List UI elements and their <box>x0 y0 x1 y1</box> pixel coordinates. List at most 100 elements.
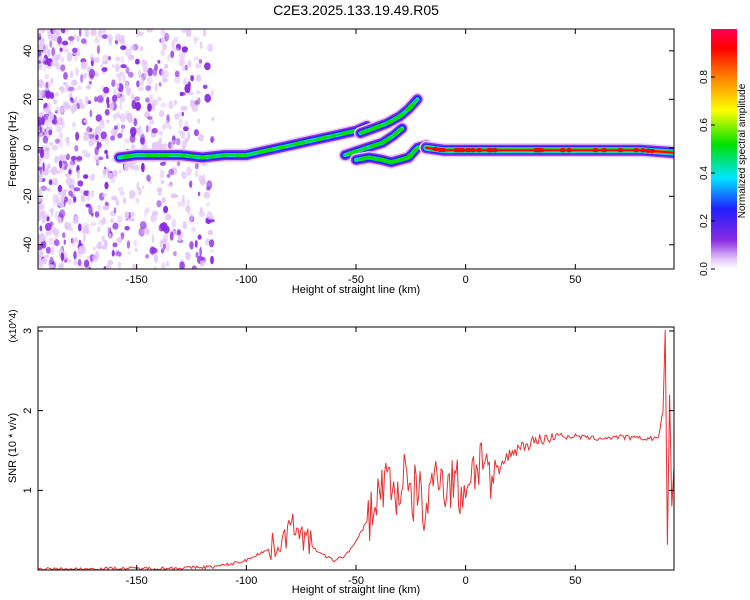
heatmap-speckle-cell <box>133 239 138 247</box>
heatmap-speckle-cell <box>140 137 145 145</box>
heatmap-speckle-cell <box>195 74 202 82</box>
heatmap-speckle-cell <box>77 51 81 57</box>
heatmap-speckle-cell <box>174 99 177 106</box>
heatmap-speckle-cell <box>59 47 63 52</box>
heatmap-speckle-cell <box>160 69 165 78</box>
heatmap-speckle-cell <box>107 172 114 179</box>
heatmap-speckle-cell <box>135 197 140 204</box>
heatmap-speckle-cell <box>145 85 152 92</box>
heatmap-y-tick-label: 40 <box>22 45 34 57</box>
heatmap-speckle-cell <box>157 60 161 64</box>
heatmap-speckle-cell <box>117 133 123 139</box>
heatmap-speckle-cell <box>197 118 201 124</box>
snr-y-label: SNR (10 * v/v) <box>7 413 19 483</box>
snr-x-tick-label: 50 <box>569 575 581 587</box>
heatmap-y-axis: -40 -20 0 20 40 <box>22 45 674 253</box>
heatmap-speckle-cell <box>166 260 170 267</box>
heatmap-speckle-cell <box>58 132 64 140</box>
heatmap-speckle-cell <box>93 56 100 63</box>
heatmap-speckle-cell <box>189 180 193 188</box>
heatmap-speckle-cell <box>76 155 83 161</box>
heatmap-speckle-cell <box>130 128 136 138</box>
heatmap-speckle-cell <box>194 162 199 170</box>
heatmap-speckle-cell <box>162 124 166 130</box>
heatmap-speckle-cell <box>160 238 168 245</box>
heatmap-speckle-cell <box>116 237 123 244</box>
heatmap-speckle-cell <box>111 64 115 68</box>
heatmap-speckle-cell <box>45 82 49 89</box>
heatmap-speckle-cell <box>119 103 123 110</box>
heatmap-speckle-cell <box>104 149 108 155</box>
heatmap-hotspot <box>359 130 366 135</box>
heatmap-speckle-cell <box>211 117 215 121</box>
heatmap-speckle-cell <box>199 260 206 265</box>
heatmap-speckle-cell <box>95 114 103 122</box>
heatmap-speckle-cell <box>38 249 44 259</box>
heatmap-hotspot <box>200 155 207 160</box>
heatmap-speckle-cell <box>122 197 127 203</box>
heatmap-speckle-cell <box>210 89 214 97</box>
heatmap-speckle-cell <box>189 241 194 250</box>
heatmap-speckle-cell <box>181 111 185 117</box>
heatmap-speckle-cell <box>39 225 43 232</box>
heatmap-speckle-cell <box>43 150 50 160</box>
heatmap-speckle-cell <box>92 246 96 251</box>
heatmap-speckle-cell <box>97 204 101 213</box>
heatmap-speckle-cell <box>115 199 120 206</box>
heatmap-speckle-cell <box>181 140 187 149</box>
heatmap-speckle <box>38 29 215 269</box>
heatmap-speckle-cell <box>42 162 45 172</box>
heatmap-speckle-cell <box>152 68 158 77</box>
heatmap-speckle-cell <box>97 241 102 250</box>
heatmap-speckle-cell <box>198 210 206 217</box>
heatmap-speckle-cell <box>45 168 48 177</box>
heatmap-speckle-cell <box>86 85 91 90</box>
heatmap-speckle-cell <box>78 29 82 37</box>
heatmap-speckle-cell <box>59 201 65 209</box>
colorbar-tick-label: 0.8 <box>699 70 710 84</box>
heatmap-speckle-cell <box>98 29 103 38</box>
heatmap-speckle-cell <box>101 67 108 72</box>
heatmap-speckle-cell <box>57 184 63 193</box>
heatmap-speckle-cell <box>156 200 162 208</box>
heatmap-speckle-cell <box>124 211 129 220</box>
heatmap-speckle-cell <box>159 161 166 166</box>
heatmap-speckle-cell <box>165 242 170 252</box>
heatmap-speckle-cell <box>209 249 214 253</box>
heatmap-speckle-cell <box>38 89 42 94</box>
heatmap-speckle-cell <box>51 119 58 125</box>
heatmap-speckle-cell <box>54 239 60 247</box>
heatmap-speckle-cell <box>60 64 66 72</box>
heatmap-hotspot <box>179 153 186 158</box>
heatmap-y-tick-label: 0 <box>22 145 34 151</box>
heatmap-speckle-cell <box>171 40 175 49</box>
heatmap-speckle-cell <box>187 130 191 141</box>
heatmap-speckle-cell <box>39 39 45 47</box>
heatmap-speckle-cell <box>51 166 58 176</box>
heatmap-hotspot <box>122 154 129 159</box>
heatmap-speckle-cell <box>141 162 145 173</box>
heatmap-hotspot <box>372 142 379 148</box>
heatmap-speckle-cell <box>106 33 113 43</box>
heatmap-speckle-cell <box>71 121 76 128</box>
heatmap-speckle-cell <box>103 265 107 269</box>
heatmap-speckle-cell <box>167 54 171 61</box>
heatmap-speckle-cell <box>69 70 74 79</box>
heatmap-speckle-cell <box>70 200 75 205</box>
heatmap-hotspot <box>392 131 399 136</box>
heatmap-speckle-cell <box>108 232 112 240</box>
heatmap-speckle-cell <box>120 56 124 64</box>
heatmap-speckle-cell <box>40 185 48 191</box>
heatmap-speckle-cell <box>40 240 47 249</box>
heatmap-speckle-cell <box>111 79 116 87</box>
heatmap-speckle-cell <box>207 229 213 236</box>
colorbar-tick-label: 0.0 <box>699 262 710 276</box>
heatmap-speckle-cell <box>96 44 100 55</box>
heatmap-speckle-cell <box>44 254 49 259</box>
heatmap-speckle-cell <box>186 166 192 176</box>
heatmap-speckle-cell <box>68 86 75 92</box>
heatmap-speckle-cell <box>73 250 77 260</box>
heatmap-speckle-cell <box>83 119 88 123</box>
heatmap-hotspot <box>476 148 483 153</box>
heatmap-speckle-cell <box>57 216 62 224</box>
